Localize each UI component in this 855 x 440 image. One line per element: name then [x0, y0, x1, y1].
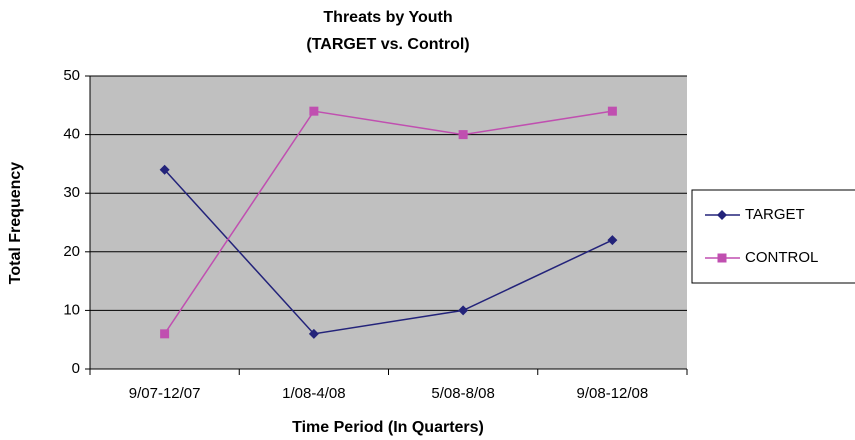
x-axis-label: Time Period (In Quarters): [292, 419, 484, 436]
plot-area: [90, 76, 687, 369]
marker: [160, 329, 170, 339]
marker: [607, 106, 617, 116]
y-tick-label: 0: [72, 360, 80, 377]
x-tick-label: 5/08-8/08: [431, 385, 494, 402]
x-tick-label: 1/08-4/08: [282, 385, 345, 402]
marker: [458, 305, 469, 316]
chart-title: Threats by Youth: [323, 9, 452, 26]
chart-subtitle: (TARGET vs. Control): [306, 36, 469, 53]
marker: [458, 130, 468, 140]
marker: [607, 235, 618, 246]
series-line: [164, 169, 613, 335]
y-tick-label: 20: [63, 243, 80, 260]
legend: [691, 189, 855, 284]
x-tick-label: 9/07-12/07: [129, 385, 201, 402]
y-tick-label: 10: [63, 301, 80, 318]
legend-label: TARGET: [745, 206, 805, 223]
marker: [159, 164, 170, 175]
y-tick-label: 30: [63, 184, 80, 201]
series-line: [164, 110, 613, 335]
marker: [717, 210, 727, 220]
x-tick-label: 9/08-12/08: [577, 385, 649, 402]
y-axis-label: Total Frequency: [7, 162, 24, 284]
y-tick-label: 50: [63, 67, 80, 84]
marker: [308, 328, 319, 339]
marker: [309, 106, 319, 116]
legend-label: CONTROL: [745, 249, 818, 266]
marker: [717, 253, 727, 263]
y-tick-label: 40: [63, 126, 80, 143]
